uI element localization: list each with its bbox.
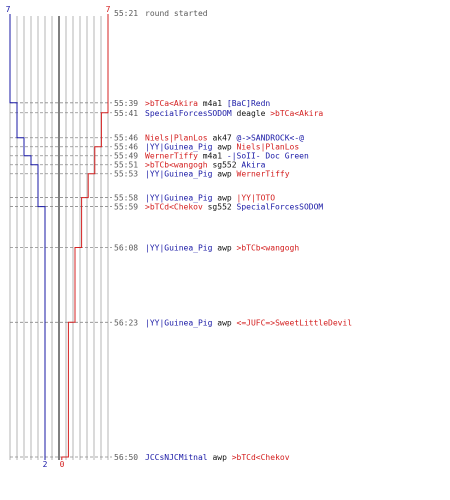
blue-start-count: 7 [6, 5, 11, 14]
event-detail: m4a1 [198, 99, 227, 108]
event-detail: awp [212, 170, 236, 179]
event-text: >bTCb<wangogh sg552 Akira [145, 161, 266, 170]
red-player-name: >bTCd<Chekov [232, 453, 290, 462]
blue-player-name: SpecialForcesSODOM [237, 203, 324, 212]
event-time: 55:59 [114, 203, 138, 212]
event-text: |YY|Guinea_Pig awp WernerTiffy [145, 170, 290, 179]
player-grid [9, 16, 109, 460]
red-player-name: WernerTiffy [145, 152, 198, 161]
blue-player-name: @->SANDROCK<-@ [237, 134, 305, 143]
blue-player-name: Akira [241, 161, 265, 170]
red-player-name: >bTCa<Akira [270, 109, 323, 118]
event-detail: awp [212, 318, 236, 327]
event-text: Niels|PlanLos ak47 @->SANDROCK<-@ [145, 134, 304, 143]
event-text: >bTCd<Chekov sg552 SpecialForcesSODOM [145, 203, 323, 212]
red-team-alive-line [61, 14, 109, 460]
red-end-count: 0 [60, 460, 65, 469]
event-text: SpecialForcesSODOM deagle >bTCa<Akira [145, 109, 323, 118]
event-time: 56:08 [114, 243, 138, 252]
event-detail: awp [212, 194, 236, 203]
event-time: 55:46 [114, 143, 138, 152]
event-detail: awp [212, 143, 236, 152]
red-player-name: |YY|TOTO [237, 194, 276, 203]
blue-team-alive-line [9, 14, 46, 460]
blue-player-name: |YY|Guinea_Pig [145, 194, 213, 203]
event-detail: sg552 [203, 203, 237, 212]
event-time: 55:58 [114, 194, 138, 203]
event-detail: deagle [232, 109, 271, 118]
red-player-name: Niels|PlanLos [145, 134, 208, 143]
red-player-name: >bTCb<wangogh [237, 243, 300, 252]
event-time: 55:51 [114, 161, 138, 170]
event-detail: sg552 [208, 161, 242, 170]
event-log: 55:21 round started 55:39 >bTCa<Akira m4a1 … [114, 9, 352, 462]
blue-player-name: SpecialForcesSODOM [145, 109, 232, 118]
event-time: 55:39 [114, 99, 138, 108]
event-time: 55:53 [114, 170, 138, 179]
blue-end-count: 2 [43, 460, 48, 469]
event-time: 55:49 [114, 152, 138, 161]
event-detail: m4a1 [198, 152, 227, 161]
event-text: JCCsNJCMitnal awp >bTCd<Chekov [145, 453, 290, 462]
event-time: 56:23 [114, 318, 138, 327]
event-text: |YY|Guinea_Pig awp |YY|TOTO [145, 194, 275, 203]
event-text: |YY|Guinea_Pig awp <=JUFC=>SweetLittleDe… [145, 318, 352, 327]
blue-player-name: [BaC]Redn [227, 99, 271, 108]
red-start-count: 7 [106, 5, 111, 14]
event-detail: ak47 [208, 134, 237, 143]
red-player-name: >bTCa<Akira [145, 99, 198, 108]
red-player-name: <=JUFC=>SweetLittleDevil [237, 318, 353, 327]
red-player-name: >bTCd<Chekov [145, 203, 203, 212]
event-time: 55:21 [114, 9, 138, 18]
event-time: 55:46 [114, 134, 138, 143]
event-text: |YY|Guinea_Pig awp >bTCb<wangogh [145, 243, 299, 252]
event-text: WernerTiffy m4a1 -|SoII- Doc Green [145, 152, 309, 161]
event-text: >bTCa<Akira m4a1 [BaC]Redn [145, 99, 270, 108]
event-text: |YY|Guinea_Pig awp Niels|PlanLos [145, 143, 299, 152]
red-player-name: Niels|PlanLos [237, 143, 300, 152]
blue-player-name: |YY|Guinea_Pig [145, 170, 213, 179]
event-detail: awp [212, 243, 236, 252]
blue-player-name: -|SoII- Doc Green [227, 152, 309, 161]
blue-player-name: |YY|Guinea_Pig [145, 243, 213, 252]
blue-player-name: JCCsNJCMitnal [145, 453, 208, 462]
blue-player-name: |YY|Guinea_Pig [145, 143, 213, 152]
event-time: 56:50 [114, 453, 138, 462]
red-player-name: WernerTiffy [237, 170, 290, 179]
event-time: 55:41 [114, 109, 138, 118]
event-detail: awp [208, 453, 232, 462]
red-player-name: >bTCb<wangogh [145, 161, 208, 170]
event-detail: round started [145, 9, 208, 18]
blue-player-name: |YY|Guinea_Pig [145, 318, 213, 327]
event-text: round started [145, 9, 208, 18]
